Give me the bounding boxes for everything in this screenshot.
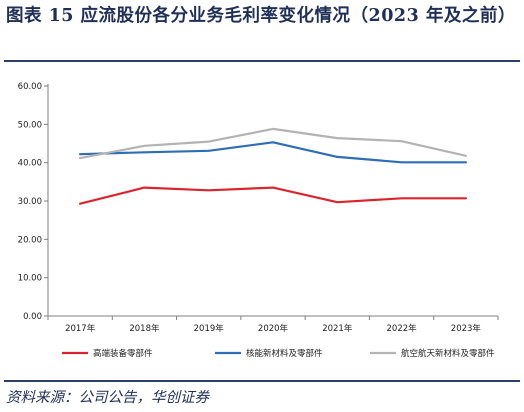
x-tick-label: 2020年: [258, 323, 289, 334]
legend-label-3: 航空航天新材料及零部件: [401, 348, 495, 359]
chart-series: [78, 127, 467, 205]
chart-axes: 0.00 10.00 20.00 30.00 40.00 50.00 60.00 2017年 2…: [18, 82, 499, 334]
y-tick-label: 30.00: [18, 197, 42, 207]
chart-legend: 高端装备零部件 核能新材料及零部件 航空航天新材料及零部件: [62, 348, 495, 359]
bottom-divider: [4, 380, 520, 382]
y-tick-label: 10.00: [18, 274, 42, 284]
y-tick-label: 50.00: [18, 120, 42, 130]
series-line-1: [78, 186, 467, 205]
legend-label-1: 高端装备零部件: [93, 348, 153, 359]
figure-title: 图表 15 应流股份各分业务毛利率变化情况（2023 年及之前）: [6, 6, 516, 26]
legend-label-2: 核能新材料及零部件: [246, 348, 323, 359]
y-tick-label: 0.00: [23, 312, 42, 322]
y-tick-label: 40.00: [18, 159, 42, 169]
x-tick-label: 2019年: [194, 323, 225, 334]
x-tick-label: 2022年: [387, 323, 418, 334]
x-tick-label: 2017年: [65, 323, 96, 334]
top-divider: [4, 60, 520, 62]
x-tick-label: 2021年: [322, 323, 353, 334]
x-tick-label: 2023年: [451, 323, 482, 334]
y-tick-label: 20.00: [18, 235, 42, 245]
series-line-3: [78, 127, 467, 160]
y-tick-label: 60.00: [18, 82, 42, 92]
source-note: 资料来源：公司公告，华创证券: [6, 390, 209, 406]
line-chart: 0.00 10.00 20.00 30.00 40.00 50.00 60.00 2017年 2…: [18, 82, 499, 359]
series-line-2: [78, 141, 467, 164]
x-tick-label: 2018年: [129, 323, 160, 334]
